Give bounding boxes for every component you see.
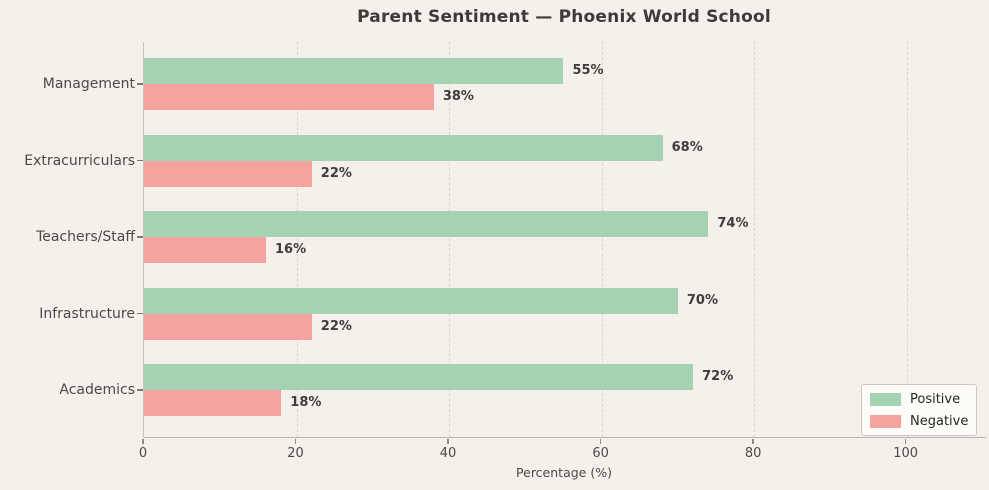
value-label: 18%	[290, 395, 322, 410]
legend: Positive Negative	[861, 384, 978, 436]
y-tick-mark	[137, 236, 143, 238]
grid-line	[906, 42, 908, 437]
x-tick-mark	[599, 438, 602, 444]
value-label: 22%	[320, 318, 352, 334]
x-tick-label: 80	[744, 446, 762, 461]
x-tick-mark	[142, 438, 144, 444]
category-label: Management	[42, 76, 135, 92]
x-tick-mark	[447, 438, 449, 444]
grid-line	[601, 42, 603, 437]
x-tick-mark	[904, 438, 907, 444]
bar-positive	[144, 134, 663, 161]
x-tick-label: 100	[893, 446, 919, 461]
y-tick-mark	[137, 312, 143, 315]
value-label: 70%	[686, 292, 718, 308]
legend-item: Negative	[870, 413, 968, 429]
bar-negative	[144, 390, 282, 416]
bar-negative	[144, 237, 267, 263]
legend-item: Positive	[870, 391, 968, 407]
legend-swatch-negative	[870, 414, 901, 428]
value-label: 68%	[671, 139, 703, 155]
value-label: 38%	[442, 89, 474, 104]
x-tick-label: 40	[439, 446, 457, 461]
x-tick-mark	[752, 438, 754, 444]
bar-negative	[144, 84, 434, 110]
bar-negative	[144, 313, 312, 340]
x-tick-label: 20	[287, 446, 304, 461]
category-label: Infrastructure	[39, 305, 135, 322]
value-label: 22%	[320, 165, 352, 181]
category-label: Teachers/Staff	[36, 229, 135, 245]
value-label: 55%	[572, 63, 604, 78]
x-tick-mark	[294, 438, 297, 444]
chart-title: Parent Sentiment — Phoenix World School	[357, 7, 771, 27]
bar-positive	[144, 364, 694, 390]
y-tick-mark	[137, 83, 143, 85]
value-label: 72%	[702, 369, 734, 384]
bar-positive	[144, 58, 564, 84]
grid-line	[296, 42, 298, 437]
legend-label: Negative	[910, 413, 969, 429]
bar-positive	[144, 287, 678, 314]
grid-line	[754, 42, 756, 437]
x-tick-label: 0	[138, 446, 148, 461]
y-tick-mark	[137, 159, 143, 162]
category-label: Extracurriculars	[24, 152, 135, 169]
legend-label: Positive	[910, 391, 961, 407]
legend-swatch-positive	[870, 392, 901, 406]
category-label: Academics	[59, 382, 135, 398]
plot-area: 55% 38% 68% 22% 74% 16% 70% 22% 72% 18%	[143, 42, 986, 438]
grid-line	[449, 42, 451, 437]
x-tick-label: 60	[592, 446, 609, 461]
bar-positive	[144, 211, 709, 237]
bar-negative	[144, 160, 312, 187]
y-tick-mark	[137, 389, 143, 391]
value-label: 16%	[275, 242, 307, 257]
x-axis-title: Percentage (%)	[516, 465, 612, 480]
value-label: 74%	[717, 216, 749, 231]
